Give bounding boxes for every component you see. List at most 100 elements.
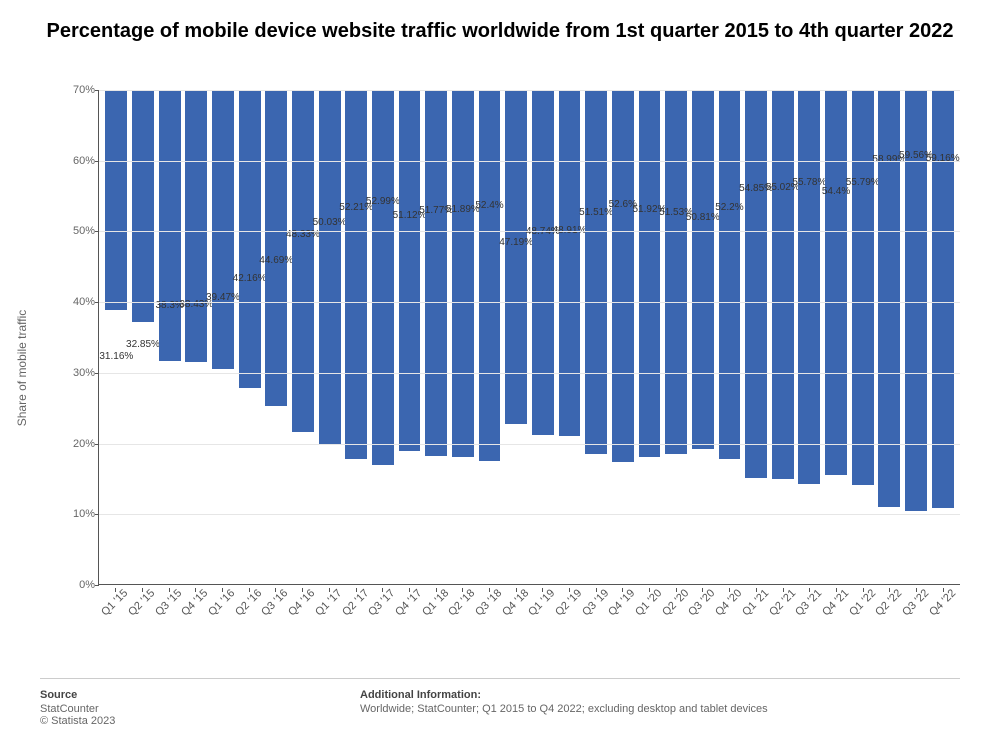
bar-value-label: 59.16% xyxy=(926,153,960,164)
bar xyxy=(612,90,634,462)
bar-slot: 48.74% xyxy=(530,90,557,584)
x-tick-slot: Q2 '18 xyxy=(449,588,476,648)
x-tick-slot: Q4 '20 xyxy=(716,588,743,648)
x-tick-slot: Q3 '21 xyxy=(796,588,823,648)
x-tick-slot: Q2 '15 xyxy=(129,588,156,648)
x-tick-mark xyxy=(943,588,944,592)
bar xyxy=(665,90,687,454)
y-tick-mark xyxy=(95,90,99,91)
gridline xyxy=(99,514,960,515)
x-tick-mark xyxy=(436,588,437,592)
bar xyxy=(212,90,234,369)
y-tick-mark xyxy=(95,585,99,586)
bar xyxy=(239,90,261,388)
y-tick-label: 30% xyxy=(61,367,95,379)
bar-slot: 58.99% xyxy=(876,90,903,584)
bar-value-label: 52.4% xyxy=(475,200,503,211)
x-tick-slot: Q3 '18 xyxy=(476,588,503,648)
bars-container: 31.16%32.85%38.3%38.43%39.47%42.16%44.69… xyxy=(99,90,960,584)
y-tick-label: 60% xyxy=(61,155,95,167)
bar-value-label: 32.85% xyxy=(126,339,160,350)
bar xyxy=(639,90,661,457)
bar-value-label: 52.2% xyxy=(715,202,743,213)
source-heading: Source xyxy=(40,689,360,701)
additional-info-heading: Additional Information: xyxy=(360,689,960,701)
bar-value-label: 44.69% xyxy=(259,255,293,266)
bar xyxy=(425,90,447,456)
x-tick-slot: Q4 '18 xyxy=(502,588,529,648)
x-tick-slot: Q4 '22 xyxy=(929,588,956,648)
y-tick-mark xyxy=(95,373,99,374)
bar xyxy=(265,90,287,406)
bar-slot: 50.81% xyxy=(689,90,716,584)
x-tick-slot: Q1 '16 xyxy=(209,588,236,648)
bar-slot: 44.69% xyxy=(263,90,290,584)
x-tick-slot: Q1 '19 xyxy=(529,588,556,648)
chart-area: Share of mobile traffic 31.16%32.85%38.3… xyxy=(40,90,960,645)
bar-slot: 52.4% xyxy=(476,90,503,584)
y-tick-label: 0% xyxy=(61,579,95,591)
bar xyxy=(798,90,820,484)
bar xyxy=(292,90,314,432)
y-tick-label: 50% xyxy=(61,225,95,237)
bar-value-label: 50.81% xyxy=(686,212,720,223)
bar-value-label: 47.19% xyxy=(499,237,533,248)
bar xyxy=(852,90,874,485)
x-tick-mark xyxy=(783,588,784,592)
x-tick-slot: Q4 '19 xyxy=(609,588,636,648)
copyright-text: © Statista 2023 xyxy=(40,715,360,727)
y-tick-mark xyxy=(95,231,99,232)
bar-slot: 52.99% xyxy=(370,90,397,584)
y-tick-label: 40% xyxy=(61,296,95,308)
bar xyxy=(345,90,367,459)
bar-slot: 51.77% xyxy=(423,90,450,584)
y-tick-mark xyxy=(95,302,99,303)
gridline xyxy=(99,90,960,91)
bar-slot: 51.92% xyxy=(636,90,663,584)
y-tick-label: 10% xyxy=(61,508,95,520)
x-tick-slot: Q3 '19 xyxy=(582,588,609,648)
y-tick-mark xyxy=(95,161,99,162)
x-tick-slot: Q1 '21 xyxy=(743,588,770,648)
x-tick-label: Q3 '20 xyxy=(687,587,718,618)
bar xyxy=(585,90,607,454)
source-text: StatCounter xyxy=(40,703,360,715)
y-tick-label: 20% xyxy=(61,438,95,450)
bar-value-label: 42.16% xyxy=(233,273,267,284)
bar xyxy=(105,90,127,310)
bar-slot: 55.78% xyxy=(796,90,823,584)
bar xyxy=(372,90,394,465)
x-tick-mark xyxy=(169,588,170,592)
bar xyxy=(825,90,847,475)
chart-title: Percentage of mobile device website traf… xyxy=(0,0,1000,53)
x-tick-slot: Q1 '20 xyxy=(636,588,663,648)
x-tick-slot: Q2 '20 xyxy=(662,588,689,648)
bar-slot: 51.12% xyxy=(396,90,423,584)
x-tick-mark xyxy=(516,588,517,592)
y-tick-mark xyxy=(95,514,99,515)
bar-slot: 48.91% xyxy=(556,90,583,584)
bar xyxy=(185,90,207,362)
bar-value-label: 54.4% xyxy=(822,186,850,197)
x-tick-mark xyxy=(356,588,357,592)
x-tick-slot: Q2 '17 xyxy=(342,588,369,648)
bar xyxy=(159,90,181,361)
bar xyxy=(878,90,900,507)
bar-slot: 55.02% xyxy=(769,90,796,584)
x-tick-slot: Q2 '19 xyxy=(556,588,583,648)
x-tick-slot: Q4 '17 xyxy=(396,588,423,648)
bar-slot: 42.16% xyxy=(236,90,263,584)
bar-slot: 59.56% xyxy=(903,90,930,584)
bar-slot: 54.4% xyxy=(823,90,850,584)
bar-slot: 38.3% xyxy=(156,90,183,584)
bar-slot: 54.85% xyxy=(743,90,770,584)
y-tick-mark xyxy=(95,444,99,445)
x-tick-slot: Q3 '22 xyxy=(903,588,930,648)
bar-slot: 50.03% xyxy=(316,90,343,584)
x-tick-slot: Q1 '22 xyxy=(849,588,876,648)
additional-info-text: Worldwide; StatCounter; Q1 2015 to Q4 20… xyxy=(360,703,960,715)
bar-value-label: 55.79% xyxy=(846,177,880,188)
bar-slot: 39.47% xyxy=(210,90,237,584)
x-tick-label: Q3 '16 xyxy=(260,587,291,618)
gridline xyxy=(99,373,960,374)
